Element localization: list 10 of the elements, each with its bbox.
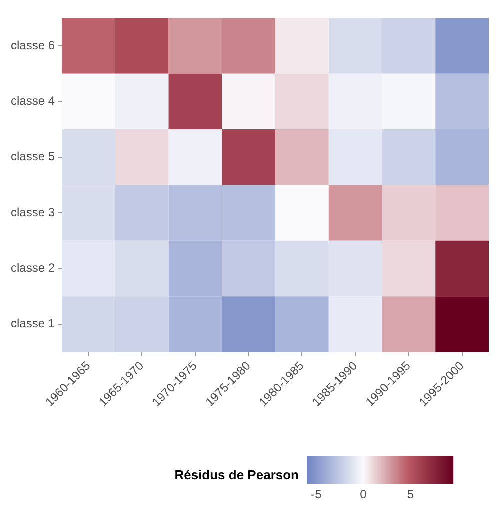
y-tick-label: classe 3 bbox=[10, 205, 56, 220]
color-bar-title: Résidus de Pearson bbox=[174, 468, 300, 483]
color-bar-label: -5 bbox=[311, 487, 322, 502]
y-tick-label: classe 4 bbox=[10, 94, 56, 108]
color-bar-label: 0 bbox=[360, 487, 368, 502]
y-tick-label: classe 2 bbox=[10, 261, 56, 276]
y-tick-label: classe 6 bbox=[10, 38, 56, 52]
y-tick-label: classe 5 bbox=[10, 150, 56, 164]
y-tick-label: classe 1 bbox=[10, 316, 56, 331]
color-bar-label: 5 bbox=[407, 487, 414, 502]
